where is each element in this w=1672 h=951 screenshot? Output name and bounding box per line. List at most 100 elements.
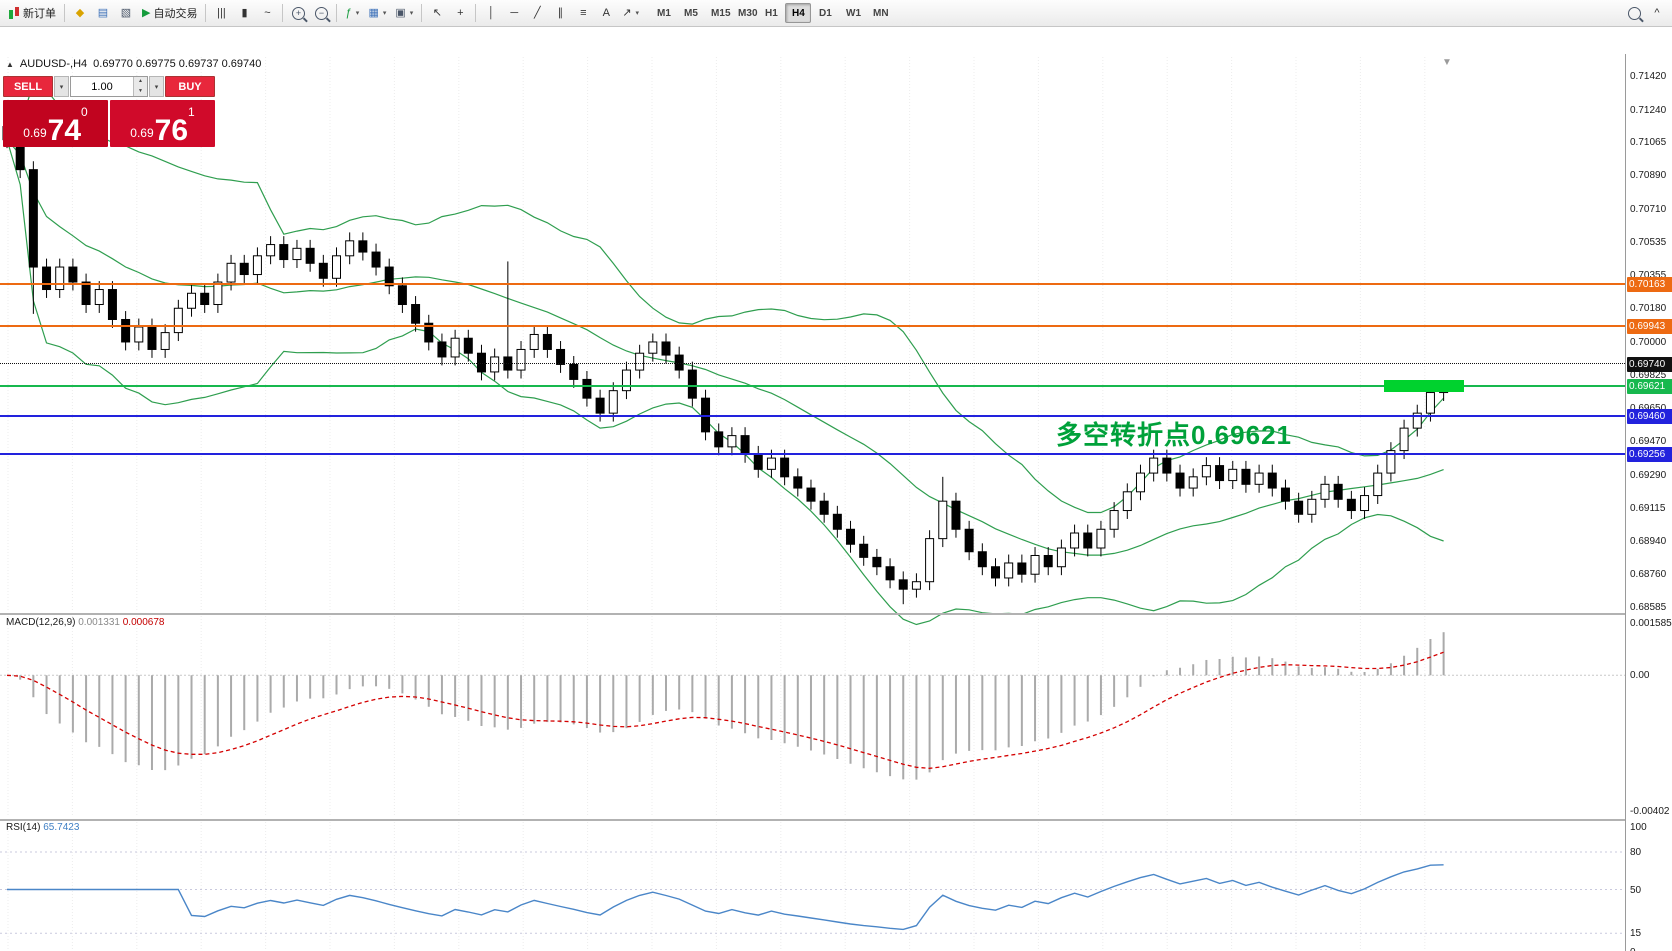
collapse-toolbar-button[interactable]: ^ [1646, 2, 1668, 24]
price-tick: 0.68760 [1630, 569, 1667, 581]
arrow-icon: ↗ [622, 6, 632, 19]
new-order-button[interactable]: 新订单 [4, 2, 60, 24]
rsi-label: RSI(14) 65.7423 [6, 822, 80, 833]
timeframe-m5[interactable]: M5 [677, 3, 703, 23]
chart-canvas[interactable] [0, 27, 1672, 951]
zoom-out-button[interactable]: − [310, 2, 332, 24]
trendline-tool-button[interactable]: ╱ [526, 2, 548, 24]
channel-icon: ∥ [557, 6, 564, 19]
price-badge-0.69740: 0.69740 [1627, 356, 1672, 372]
rsi-axis-tick: 15 [1630, 928, 1642, 940]
price-tick: 0.71065 [1630, 137, 1667, 149]
price-level-line-0.69621[interactable] [0, 384, 1625, 387]
price-axis[interactable]: 0.71420 0.71240 0.71065 0.70890 0.70710 0.705… [1625, 54, 1672, 951]
crosshair-tool-button[interactable]: + [449, 2, 471, 24]
timeframe-m1[interactable]: M1 [650, 3, 676, 23]
chart-window[interactable]: ▲ AUDUSD-,H4 0.69770 0.69775 0.69737 0.6… [0, 27, 1672, 951]
buy-dropdown-caret[interactable]: ▾ [149, 76, 164, 97]
pivot-annotation[interactable]: 多空转折点0.69621 [1056, 420, 1292, 450]
sell-price-display[interactable]: 0.69 74 0 [3, 100, 108, 147]
macd-axis-min: -0.00402 [1630, 806, 1670, 817]
line-chart-button[interactable]: ~ [256, 2, 278, 24]
price-level-line-0.69460[interactable] [0, 415, 1625, 418]
timeframe-h4[interactable]: H4 [785, 3, 812, 23]
buy-button[interactable]: BUY [165, 76, 215, 97]
price-level-line-0.69943[interactable] [0, 324, 1625, 327]
price-tick: 0.69290 [1630, 469, 1667, 481]
timeframe-m30[interactable]: M30 [731, 3, 757, 23]
volume-up-button[interactable]: ▲ [134, 77, 147, 87]
price-tick: 0.68940 [1630, 535, 1667, 547]
timeframe-mn[interactable]: MN [866, 3, 892, 23]
price-tick: 0.70000 [1630, 336, 1667, 348]
cursor-tool-button[interactable]: ↖ [426, 2, 448, 24]
candle-chart-icon: ▮ [241, 6, 248, 19]
text-tool-button[interactable]: A [595, 2, 617, 24]
macd-axis-zero: 0.00 [1630, 670, 1650, 682]
sell-price-sup: 0 [81, 105, 88, 119]
arrow-tool-button[interactable]: ↗ ▾ [618, 2, 643, 24]
zoom-in-button[interactable]: + [287, 2, 309, 24]
volume-down-button[interactable]: ▼ [134, 86, 147, 96]
price-badge-0.69460: 0.69460 [1627, 409, 1672, 425]
horizontal-line-icon: ─ [510, 6, 519, 19]
price-tick: 0.69115 [1630, 502, 1666, 514]
timeframe-d1[interactable]: D1 [812, 3, 838, 23]
symbols-button[interactable]: ◆ [69, 2, 91, 24]
price-tick: 0.71240 [1630, 104, 1667, 116]
symbol-title: AUDUSD-,H4 [19, 58, 88, 70]
new-chart-button[interactable]: ▦ ▾ [364, 2, 390, 24]
profiles-button[interactable]: ▣ ▾ [391, 2, 417, 24]
sell-dropdown-caret[interactable]: ▾ [54, 76, 69, 97]
fibonacci-icon: ≡ [580, 6, 587, 19]
price-level-line-0.69256[interactable] [0, 453, 1625, 456]
price-level-line-0.69740[interactable] [0, 362, 1625, 364]
price-tick: 0.70180 [1630, 303, 1667, 315]
volume-spinner: ▲ ▼ [133, 77, 147, 96]
candle-chart-button[interactable]: ▮ [233, 2, 255, 24]
channel-tool-button[interactable]: ∥ [549, 2, 571, 24]
zoom-in-icon: + [291, 6, 305, 20]
indicators-button[interactable]: ƒ ▾ [341, 2, 363, 24]
chart-shift-marker[interactable]: ▼ [1442, 57, 1452, 68]
macd-panel-divider[interactable] [0, 613, 1672, 615]
buy-price-display[interactable]: 0.69 76 1 [110, 100, 215, 147]
timeframe-w1[interactable]: W1 [839, 3, 865, 23]
symbol-ohlc: 0.69770 0.69775 0.69737 0.69740 [93, 58, 262, 70]
new-order-label: 新订单 [23, 8, 56, 20]
horizontal-line-tool-button[interactable]: ─ [503, 2, 525, 24]
vertical-line-tool-button[interactable]: │ [480, 2, 502, 24]
timeframe-m15[interactable]: M15 [704, 3, 730, 23]
sell-price-prefix: 0.69 [23, 126, 47, 140]
volume-input[interactable] [71, 77, 133, 96]
buy-price-big: 76 [154, 114, 189, 147]
price-badge-0.70163: 0.70163 [1627, 277, 1672, 293]
buy-price-prefix: 0.69 [130, 126, 154, 140]
bar-chart-button[interactable]: ||| [210, 2, 232, 24]
data-window-button[interactable]: ▧ [115, 2, 137, 24]
rsi-panel-divider[interactable] [0, 819, 1672, 821]
price-level-line-0.70163[interactable] [0, 283, 1625, 286]
price-tick: 0.70890 [1630, 170, 1667, 182]
symbol-header: ▲ AUDUSD-,H4 0.69770 0.69775 0.69737 0.6… [6, 58, 261, 70]
new-chart-icon: ▦ [368, 6, 379, 19]
timeframe-h1[interactable]: H1 [758, 3, 784, 23]
line-chart-icon: ~ [264, 6, 271, 19]
price-badge-0.69943: 0.69943 [1627, 318, 1672, 334]
price-tick: 0.70710 [1630, 203, 1667, 215]
market-watch-button[interactable]: ▤ [92, 2, 114, 24]
highlight-segment[interactable] [1384, 379, 1464, 392]
price-tick: 0.69470 [1630, 436, 1667, 448]
fibonacci-tool-button[interactable]: ≡ [572, 2, 594, 24]
search-button[interactable] [1623, 2, 1645, 24]
new-order-icon [8, 6, 20, 20]
price-tick: 0.69650 [1630, 402, 1667, 414]
auto-trade-button[interactable]: ▶ 自动交易 [138, 2, 201, 24]
panel-toggle-icon[interactable]: ▲ [6, 59, 14, 69]
sell-button[interactable]: SELL [3, 76, 53, 97]
caret-down-icon: ▾ [355, 10, 360, 17]
caret-down-icon: ▾ [635, 10, 640, 17]
play-icon: ▶ [142, 6, 151, 19]
caret-down-icon: ▾ [382, 10, 387, 17]
